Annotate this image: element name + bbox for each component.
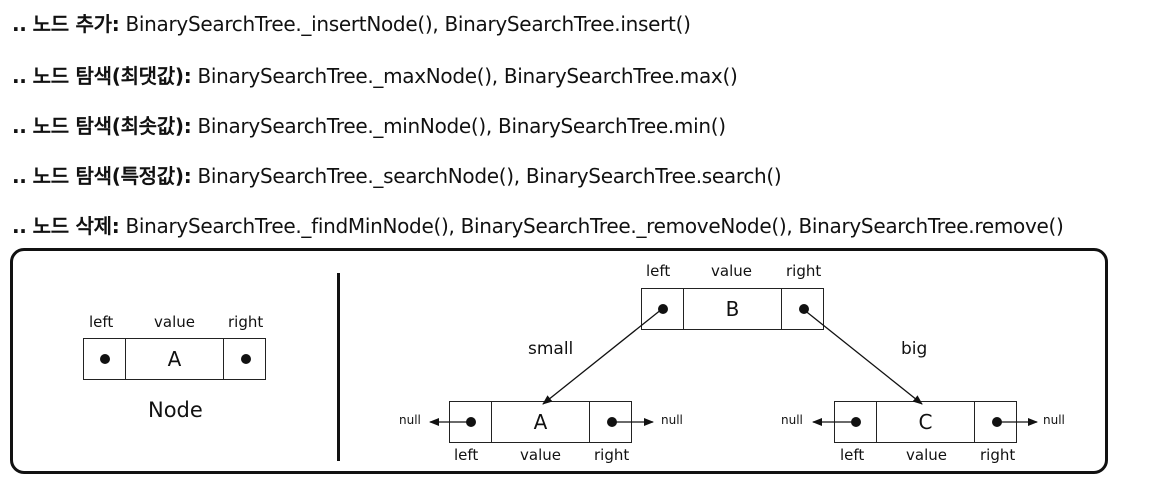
- left-child-value-label: value: [520, 446, 561, 464]
- root-value-cell: B: [684, 289, 782, 329]
- op-line-insert: .. 노드 추가: BinarySearchTree._insertNode()…: [12, 12, 691, 36]
- pointer-dot: [465, 417, 476, 427]
- edge-label-small: small: [528, 339, 574, 359]
- divider-line: [337, 273, 340, 461]
- root-left-cell: [642, 289, 684, 329]
- pointer-dot: [240, 354, 251, 364]
- op-line-search: .. 노드 탐색(특정값): BinarySearchTree._searchN…: [12, 164, 782, 188]
- left-child-right-label: right: [594, 446, 630, 464]
- right-child-value-cell: C: [877, 402, 975, 442]
- legend-value-label: value: [154, 313, 195, 331]
- legend-left-label: left: [89, 313, 114, 331]
- left-child-value-cell: A: [492, 402, 590, 442]
- legend-node: A: [83, 338, 266, 380]
- legend-right-cell: [224, 339, 267, 379]
- null-label: null: [661, 413, 683, 427]
- left-child-left-label: left: [454, 446, 479, 464]
- right-child-left-label: left: [840, 446, 865, 464]
- edge-arrow-small: [542, 308, 663, 405]
- legend-left-cell: [84, 339, 126, 379]
- null-label: null: [1043, 413, 1065, 427]
- right-child-left-cell: [835, 402, 877, 442]
- node-caption: Node: [148, 398, 203, 422]
- op-line-min: .. 노드 탐색(최솟값): BinarySearchTree._minNode…: [12, 114, 726, 138]
- right-child-value-label: value: [906, 446, 947, 464]
- null-label: null: [399, 413, 421, 427]
- edge-label-big: big: [901, 339, 928, 359]
- edge-arrow-big: [802, 308, 923, 405]
- root-value-label: value: [711, 262, 752, 280]
- root-right-label: right: [786, 262, 822, 280]
- null-label: null: [781, 413, 803, 427]
- op-line-remove: .. 노드 삭제: BinarySearchTree._findMinNode(…: [12, 214, 1064, 238]
- op-line-max: .. 노드 탐색(최댓값): BinarySearchTree._maxNode…: [12, 64, 738, 88]
- legend-value-cell: A: [126, 339, 224, 379]
- pointer-dot: [850, 417, 861, 427]
- diagram-frame: [10, 248, 1108, 474]
- root-left-label: left: [646, 262, 671, 280]
- pointer-dot: [99, 354, 110, 364]
- legend-right-label: right: [228, 313, 264, 331]
- right-child-node: C: [834, 401, 1017, 443]
- right-child-right-label: right: [980, 446, 1016, 464]
- root-node: B: [641, 288, 824, 330]
- left-child-left-cell: [450, 402, 492, 442]
- pointer-dot: [657, 304, 668, 314]
